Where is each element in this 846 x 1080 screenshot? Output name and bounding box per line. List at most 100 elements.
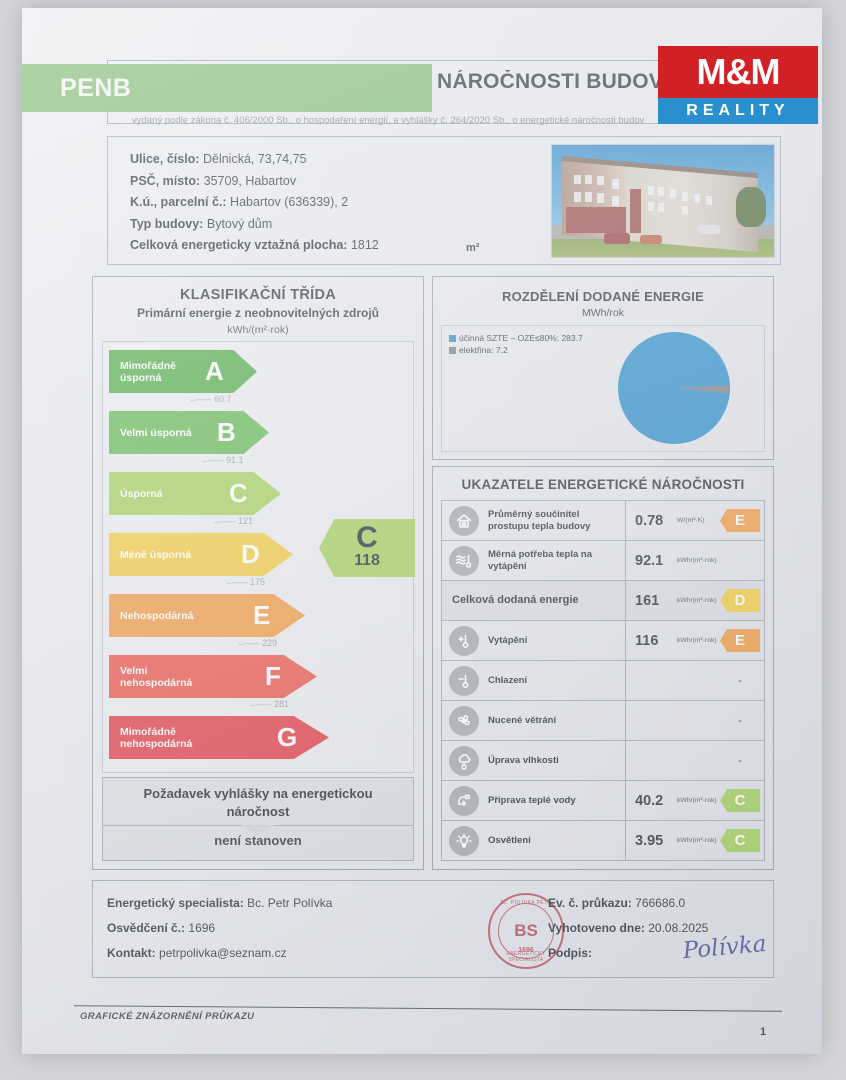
- indicator-value-cell: -: [625, 661, 764, 700]
- photo-window: [658, 187, 664, 196]
- indicator-row: Vytápění116kWh/(m²·rok)E: [442, 621, 764, 661]
- energy-class-letter: C: [229, 480, 248, 506]
- energy-class-threshold: ←——121: [213, 516, 253, 526]
- legend-label: elektřina: 7.2: [459, 345, 508, 355]
- heating-icon: [449, 626, 479, 656]
- page-footer-text: GRAFICKÉ ZNÁZORNĚNÍ PRŮKAZU: [80, 1011, 254, 1022]
- contact-label: Kontakt:: [107, 946, 156, 960]
- indicator-value: 116: [635, 633, 675, 649]
- photo-window: [670, 189, 676, 198]
- indicator-value: 0.78: [635, 513, 675, 529]
- energy-class-bar-b: Velmi úspornáB: [109, 411, 269, 454]
- bulb-icon: [449, 826, 479, 856]
- energy-class-letter: F: [265, 663, 281, 689]
- energy-class-letter: D: [241, 541, 260, 567]
- building-info-box: Ulice, číslo: Dělnická, 73,74,75 PSČ, mí…: [107, 136, 781, 265]
- logo-secondary-text: REALITY: [686, 102, 789, 120]
- energy-class-label: Velmi nehospodárná: [120, 665, 212, 689]
- info-label: Celková energeticky vztažná plocha:: [130, 238, 347, 252]
- energy-class-threshold: ←——281: [249, 699, 289, 709]
- energy-class-threshold: ←——175: [225, 577, 265, 587]
- indicator-unit: kWh/(m²·rok): [677, 837, 725, 845]
- photo-window: [574, 175, 581, 184]
- logo-blue-block: REALITY: [658, 98, 818, 124]
- info-row-area: Celková energeticky vztažná plocha: 1812: [130, 235, 550, 257]
- document-sheet: PENB NÁROČNOSTI BUDOVY vydaný podle záko…: [22, 8, 822, 1054]
- requirement-value: není stanoven: [103, 833, 413, 848]
- penb-banner: PENB: [22, 64, 432, 112]
- record-value: 766686.0: [635, 896, 685, 910]
- indicator-value-cell: 161kWh/(m²·rok)D: [625, 581, 764, 620]
- indicator-value-cell: 92.1kWh/(m²·rok): [625, 541, 764, 580]
- indicator-class-badge: C: [720, 789, 760, 812]
- mm-reality-logo: M&M REALITY: [658, 46, 818, 124]
- pie-unit: MWh/rok: [433, 307, 773, 319]
- requirement-box: Požadavek vyhlášky na energetickou nároč…: [102, 777, 414, 861]
- current-class-letter: C: [319, 521, 415, 555]
- indicator-value-cell: 3.95kWh/(m²·rok)C: [625, 821, 764, 860]
- indicator-value-cell: -: [625, 741, 764, 780]
- info-label: PSČ, místo:: [130, 174, 200, 188]
- indicators-table: Průměrný součinitel prostupu tepla budov…: [441, 500, 765, 861]
- indicator-value: 92.1: [635, 553, 675, 569]
- energy-class-letter: G: [277, 724, 297, 750]
- energy-class-label: Mimořádně úsporná: [120, 360, 212, 384]
- photo-car: [640, 235, 662, 244]
- indicator-class-badge: E: [720, 509, 760, 532]
- classification-panel: KLASIFIKAČNÍ TŘÍDA Primární energie z ne…: [92, 276, 424, 870]
- photo-window: [597, 193, 604, 203]
- record-row: Ev. č. průkazu: 766686.0: [548, 891, 708, 916]
- indicator-row: Příprava teplé vody40.2kWh/(m²·rok)C: [442, 781, 764, 821]
- photo-entrance: [630, 189, 641, 233]
- indicator-name: Měrná potřeba tepla na vytápění: [488, 549, 596, 572]
- energy-class-label: Velmi úsporná: [120, 427, 212, 439]
- current-class-marker: C 118: [319, 519, 415, 577]
- heat-waves-icon: [449, 546, 479, 576]
- specialist-row: Energetický specialista: Bc. Petr Polívk…: [107, 891, 332, 916]
- legend-label: účinná SZTE – OZE≤80%: 283.7: [459, 333, 583, 343]
- info-value: 35709, Habartov: [204, 174, 296, 188]
- energy-class-bar-c: ÚspornáC: [109, 472, 281, 515]
- faucet-icon: [449, 786, 479, 816]
- page-number: 1: [760, 1026, 766, 1038]
- indicator-name: Vytápění: [488, 635, 596, 647]
- specialist-value: Bc. Petr Polívka: [247, 896, 332, 910]
- photo-window: [658, 203, 664, 212]
- specialist-block: Energetický specialista: Bc. Petr Polívk…: [107, 891, 332, 966]
- indicator-unit: kWh/(m²·rok): [677, 597, 725, 605]
- indicator-value-cell: -: [625, 701, 764, 740]
- indicator-row: Chlazení-: [442, 661, 764, 701]
- cooling-icon: [449, 666, 479, 696]
- indicator-empty-dash: -: [738, 673, 742, 687]
- photo-tree: [736, 187, 766, 227]
- record-label: Ev. č. průkazu:: [548, 896, 632, 910]
- energy-distribution-panel: ROZDĚLENÍ DODANÉ ENERGIE MWh/rok účinná …: [432, 276, 774, 460]
- energy-class-label: Nehospodárná: [120, 610, 212, 622]
- energy-class-threshold: ←——60.7: [189, 394, 232, 404]
- indicator-name: Celková dodaná energie: [452, 595, 602, 607]
- classification-title: KLASIFIKAČNÍ TŘÍDA: [93, 287, 423, 303]
- indicator-value-cell: 0.78W/(m²·K)E: [625, 501, 764, 540]
- info-row-street: Ulice, číslo: Dělnická, 73,74,75: [130, 149, 550, 171]
- energy-scale: Mimořádně úspornáA←——60.7Velmi úspornáB←…: [102, 341, 414, 773]
- date-label: Vyhotoveno dne:: [548, 921, 645, 935]
- pie-slice-electricity: [618, 332, 730, 444]
- photo-window: [648, 202, 654, 211]
- info-value: Habartov (636339), 2: [230, 195, 348, 209]
- humidity-icon: [449, 746, 479, 776]
- indicators-title: UKAZATELE ENERGETICKÉ NÁROČNOSTI: [433, 477, 773, 492]
- legend-item: elektřina: 7.2: [449, 344, 583, 356]
- contact-value: petrpolivka@seznam.cz: [159, 946, 287, 960]
- building-info-lines: Ulice, číslo: Dělnická, 73,74,75 PSČ, mí…: [130, 149, 550, 257]
- signature-label: Podpis:: [548, 946, 592, 960]
- energy-class-bar-f: Velmi nehospodárná F: [109, 655, 317, 698]
- logo-primary-text: M&M: [697, 54, 780, 90]
- legend-item: účinná SZTE – OZE≤80%: 283.7: [449, 332, 583, 344]
- certificate-label: Osvědčení č.:: [107, 921, 185, 935]
- energy-class-bar-d: Méně úspornáD: [109, 533, 293, 576]
- pie-chart-area: účinná SZTE – OZE≤80%: 283.7 elektřina: …: [441, 325, 765, 452]
- indicator-row: Průměrný součinitel prostupu tepla budov…: [442, 501, 764, 541]
- indicator-value: 40.2: [635, 793, 675, 809]
- photo-window: [694, 194, 700, 203]
- indicator-class-badge: D: [720, 589, 760, 612]
